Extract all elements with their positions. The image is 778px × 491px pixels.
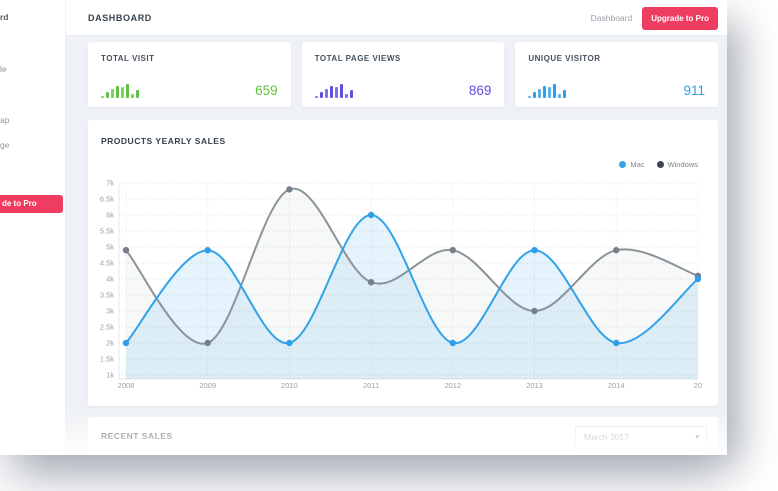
sidebar-item-table[interactable]: le — [0, 64, 7, 74]
stat-value: 659 — [255, 83, 278, 98]
chart-legend: Mac Windows — [619, 160, 698, 169]
svg-text:6k: 6k — [106, 211, 114, 220]
chevron-down-icon: ▾ — [695, 434, 699, 441]
stat-title: TOTAL VISIT — [101, 54, 155, 63]
windows-legend-dot-icon — [656, 161, 664, 168]
yearly-sales-card: PRODUCTS YEARLY SALES Mac Windows 7k 6.5k… — [88, 120, 718, 406]
legend-item-windows: Windows — [656, 160, 698, 169]
svg-text:2009: 2009 — [199, 381, 216, 390]
stat-card-total-page-views: TOTAL PAGE VIEWS 869 — [301, 42, 505, 107]
sidebar-item-page[interactable]: ge — [0, 140, 10, 150]
stat-value: 911 — [683, 83, 706, 98]
sidebar-item-map[interactable]: ap — [0, 115, 10, 125]
svg-text:6.5k: 6.5k — [100, 195, 114, 204]
stat-card-unique-visitor: UNIQUE VISITOR 911 — [515, 42, 719, 107]
recent-sales-title: RECENT SALES — [101, 431, 173, 441]
svg-text:2013: 2013 — [526, 381, 543, 390]
svg-text:3k: 3k — [106, 307, 114, 316]
breadcrumb[interactable]: Dashboard — [590, 13, 633, 23]
legend-item-mac: Mac — [619, 160, 645, 169]
stat-title: TOTAL PAGE VIEWS — [314, 54, 401, 63]
dashboard-page: rd le ap ge de to Pro DASHBOARD Dashboar… — [0, 0, 727, 455]
chart-title: PRODUCTS YEARLY SALES — [101, 136, 226, 146]
topbar-actions: Dashboard Upgrade to Pro — [591, 0, 718, 36]
month-select[interactable]: March 2017 ▾ — [575, 426, 707, 449]
svg-text:2k: 2k — [106, 339, 114, 348]
mini-bar-chart-icon — [314, 81, 353, 98]
sidebar-item-dashboard[interactable]: rd — [0, 12, 9, 22]
mac-legend-dot-icon — [619, 161, 627, 168]
svg-text:1.5k: 1.5k — [100, 355, 114, 364]
svg-text:4k: 4k — [106, 275, 114, 284]
stats-row: TOTAL VISIT 659 TOTAL PAGE VIEWS 869 UNI… — [88, 42, 719, 107]
mini-bar-chart-icon — [528, 81, 567, 98]
stat-value: 869 — [468, 83, 492, 98]
svg-text:2.5k: 2.5k — [100, 323, 114, 332]
svg-text:2008: 2008 — [118, 381, 135, 390]
topbar: DASHBOARD Dashboard Upgrade to Pro — [66, 0, 727, 36]
svg-text:2010: 2010 — [281, 381, 298, 390]
page-title: DASHBOARD — [88, 13, 152, 23]
svg-text:2014: 2014 — [608, 381, 625, 390]
stat-title: UNIQUE VISITOR — [528, 54, 601, 63]
sidebar-upgrade-pro-button[interactable]: de to Pro — [0, 195, 63, 213]
sidebar: rd le ap ge de to Pro — [0, 0, 66, 455]
svg-text:2011: 2011 — [363, 381, 379, 390]
chart-body: 7k 6.5k 6k 5.5k 5k 4.5k 4k 3.5k 3k 2.5k 2k 1.5k 1k 20… — [88, 172, 707, 392]
svg-text:5k: 5k — [106, 243, 114, 252]
content: TOTAL VISIT 659 TOTAL PAGE VIEWS 869 UNI… — [66, 36, 727, 455]
svg-text:3.5k: 3.5k — [100, 291, 114, 300]
svg-text:20: 20 — [694, 381, 702, 390]
main-area: DASHBOARD Dashboard Upgrade to Pro TOTAL… — [66, 0, 727, 455]
svg-text:5.5k: 5.5k — [100, 227, 114, 236]
svg-text:2012: 2012 — [444, 381, 461, 390]
month-select-value: March 2017 — [584, 432, 629, 442]
yearly-sales-line-chart: 7k 6.5k 6k 5.5k 5k 4.5k 4k 3.5k 3k 2.5k 2k 1.5k 1k 20… — [100, 179, 702, 391]
legend-label: Mac — [630, 160, 645, 169]
svg-text:7k: 7k — [106, 179, 114, 188]
stat-card-total-visit: TOTAL VISIT 659 — [88, 42, 291, 107]
upgrade-pro-button[interactable]: Upgrade to Pro — [642, 6, 718, 30]
recent-sales-card: RECENT SALES March 2017 ▾ — [88, 417, 718, 455]
mini-bar-chart-icon — [101, 81, 139, 98]
svg-text:1k: 1k — [106, 371, 114, 380]
legend-label: Windows — [667, 160, 698, 169]
svg-text:4.5k: 4.5k — [100, 259, 114, 268]
